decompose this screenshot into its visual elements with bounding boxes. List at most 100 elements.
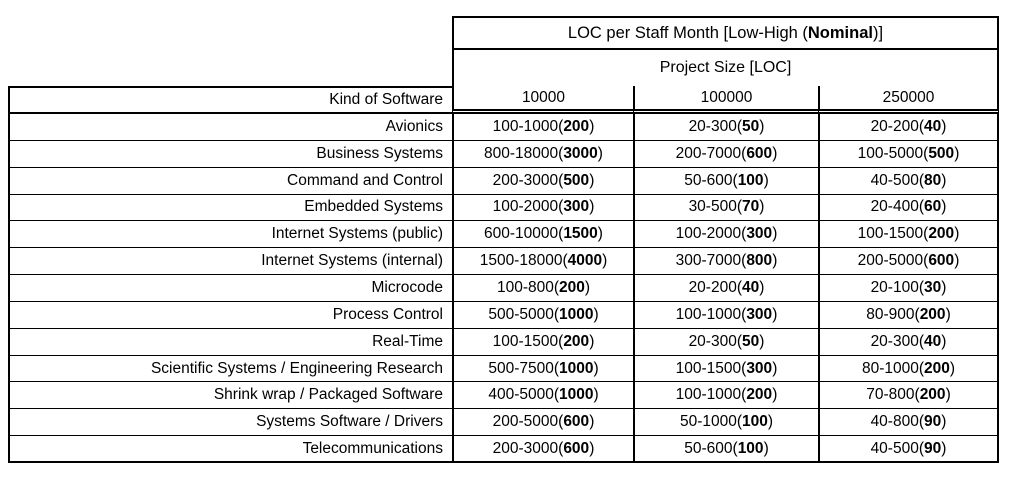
cell-size-100000: 20-200(40) xyxy=(633,275,818,302)
nominal-value: 50 xyxy=(742,117,760,135)
row-label: Systems Software / Drivers xyxy=(8,409,452,437)
range-text: 600-10000( xyxy=(484,225,564,243)
nominal-value: 200 xyxy=(563,117,590,135)
range-text-close: ) xyxy=(584,278,591,296)
nominal-value: 3000 xyxy=(563,144,598,162)
range-text: 100-1500( xyxy=(675,359,747,377)
range-text-close: ) xyxy=(945,386,951,404)
range-text: 100-1500( xyxy=(857,225,929,243)
range-text-close: ) xyxy=(597,144,603,162)
cell-size-250000: 200-5000(600) xyxy=(818,248,999,276)
nominal-value: 70 xyxy=(742,198,760,216)
row-label: Command and Control xyxy=(8,167,452,195)
nominal-value: 4000 xyxy=(567,252,603,270)
range-text-close: ) xyxy=(954,225,960,243)
range-text-close: ) xyxy=(589,171,595,189)
cell-size-250000: 20-300(40) xyxy=(818,328,999,356)
column-header-row: Kind of Software 10000 100000 250000 xyxy=(8,86,999,114)
range-text-close: ) xyxy=(763,171,769,189)
range-text-close: ) xyxy=(597,225,603,243)
range-text: 40-500( xyxy=(870,439,924,457)
range-text: 100-1000( xyxy=(675,386,747,404)
cell-size-100000: 100-1000(200) xyxy=(633,382,818,410)
nominal-value: 60 xyxy=(924,198,942,216)
range-text: 20-400( xyxy=(870,198,924,216)
nominal-value: 200 xyxy=(924,359,950,377)
range-text-close: ) xyxy=(593,305,599,323)
cell-size-100000: 50-1000(100) xyxy=(633,409,818,437)
range-text-close: ) xyxy=(589,117,595,135)
range-text: 50-600( xyxy=(684,171,738,189)
table-row: Shrink wrap / Packaged Software 400-5000… xyxy=(8,382,999,410)
cell-size-250000: 40-800(90) xyxy=(818,409,999,437)
nominal-value: 300 xyxy=(563,198,590,216)
nominal-value: 200 xyxy=(746,386,773,404)
range-text-close: ) xyxy=(949,359,956,377)
range-text: 200-5000( xyxy=(492,413,564,431)
range-text: 100-2000( xyxy=(492,198,564,216)
cell-size-10000: 800-18000(3000) xyxy=(452,140,633,168)
range-text-close: ) xyxy=(941,439,947,457)
cell-size-10000: 100-1500(200) xyxy=(452,328,633,356)
nominal-value: 300 xyxy=(746,305,773,323)
range-text: 100-1000( xyxy=(675,305,747,323)
table-body: Avionics 100-1000(200) 20-300(50) 20-200… xyxy=(8,114,999,463)
range-text: 70-800( xyxy=(866,386,920,404)
table-row: Scientific Systems / Engineering Researc… xyxy=(8,355,999,383)
cell-size-250000: 80-1000(200) xyxy=(818,355,999,383)
range-text: 500-7500( xyxy=(488,359,559,377)
nominal-value: 300 xyxy=(746,359,773,377)
kind-of-software-header: Kind of Software xyxy=(8,86,452,114)
nominal-value: 80 xyxy=(924,171,942,189)
cell-size-10000: 100-800(200) xyxy=(452,275,633,302)
row-label: Telecommunications xyxy=(8,436,452,463)
nominal-value: 200 xyxy=(563,332,590,350)
cell-size-10000: 1500-18000(4000) xyxy=(452,248,633,276)
range-text-close: ) xyxy=(593,359,599,377)
range-text-close: ) xyxy=(593,386,599,404)
range-text-close: ) xyxy=(589,439,595,457)
nominal-value: 100 xyxy=(737,171,764,189)
nominal-value: 1000 xyxy=(559,386,594,404)
subtitle-left-spacer xyxy=(8,50,452,86)
column-header-10000: 10000 xyxy=(452,86,633,114)
range-text: 800-18000( xyxy=(484,144,564,162)
range-text: 500-5000( xyxy=(488,305,559,323)
cell-size-10000: 100-1000(200) xyxy=(452,114,633,141)
cell-size-10000: 200-3000(500) xyxy=(452,167,633,195)
range-text-close: ) xyxy=(772,252,778,270)
cell-size-10000: 200-5000(600) xyxy=(452,409,633,437)
nominal-value: 100 xyxy=(737,439,764,457)
cell-size-10000: 200-3000(600) xyxy=(452,436,633,463)
nominal-value: 90 xyxy=(924,413,942,431)
nominal-value: 40 xyxy=(924,117,942,135)
cell-size-10000: 400-5000(1000) xyxy=(452,382,633,410)
range-text-close: ) xyxy=(589,198,595,216)
column-header-250000: 250000 xyxy=(818,86,999,114)
nominal-value: 300 xyxy=(746,225,773,243)
cell-size-10000: 500-5000(1000) xyxy=(452,301,633,329)
nominal-value: 200 xyxy=(919,386,946,404)
range-text: 200-5000( xyxy=(857,252,929,270)
table-row: Internet Systems (public) 600-10000(1500… xyxy=(8,221,999,249)
nominal-value: 800 xyxy=(746,252,773,270)
nominal-value: 1000 xyxy=(559,305,594,323)
nominal-value: 600 xyxy=(928,252,955,270)
table-title: LOC per Staff Month [Low-High (Nominal)] xyxy=(452,16,999,50)
loc-productivity-table: LOC per Staff Month [Low-High (Nominal)]… xyxy=(8,16,999,463)
project-size-header: Project Size [LOC] xyxy=(452,50,999,86)
range-text-close: ) xyxy=(954,252,960,270)
table-row: Process Control 500-5000(1000) 100-1000(… xyxy=(8,301,999,329)
range-text-close: ) xyxy=(759,332,765,350)
title-text-suffix: )] xyxy=(872,23,884,42)
cell-size-250000: 40-500(90) xyxy=(818,436,999,463)
nominal-value: 40 xyxy=(742,278,760,296)
cell-size-250000: 80-900(200) xyxy=(818,301,999,329)
table-row: Embedded Systems 100-2000(300) 30-500(70… xyxy=(8,194,999,222)
row-label: Avionics xyxy=(8,114,452,141)
range-text: 50-1000( xyxy=(679,413,742,431)
cell-size-100000: 20-300(50) xyxy=(633,114,818,141)
nominal-value: 1000 xyxy=(559,359,594,377)
row-label: Process Control xyxy=(8,301,452,329)
